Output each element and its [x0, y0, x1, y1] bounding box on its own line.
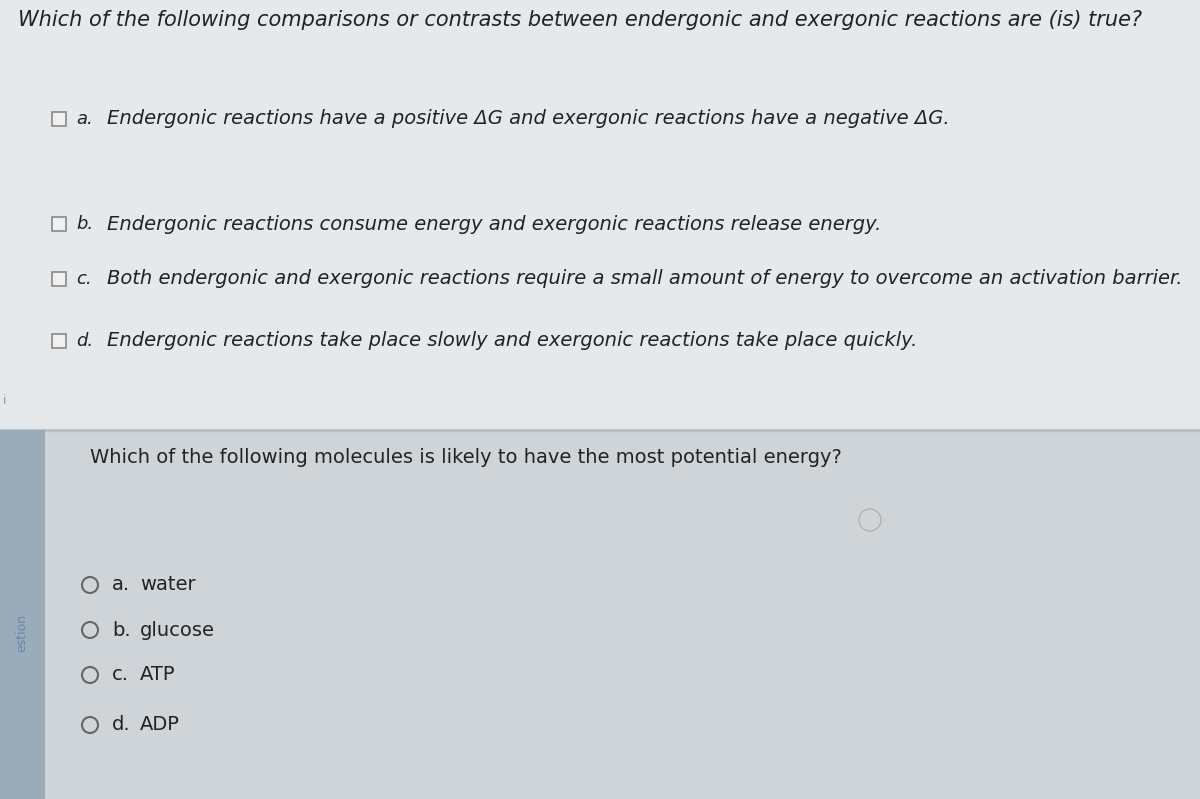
Bar — [52, 272, 66, 286]
Text: b.: b. — [112, 621, 131, 639]
Text: c.: c. — [76, 270, 91, 288]
Text: Endergonic reactions take place slowly and exergonic reactions take place quickl: Endergonic reactions take place slowly a… — [107, 332, 917, 351]
Text: estion: estion — [16, 614, 29, 652]
Bar — [0, 430, 46, 799]
Text: water: water — [140, 575, 196, 594]
Text: Both endergonic and exergonic reactions require a small amount of energy to over: Both endergonic and exergonic reactions … — [107, 269, 1182, 288]
Text: a.: a. — [112, 575, 130, 594]
Text: Which of the following comparisons or contrasts between endergonic and exergonic: Which of the following comparisons or co… — [18, 10, 1142, 30]
Text: b.: b. — [76, 215, 94, 233]
Bar — [52, 112, 66, 126]
Bar — [52, 334, 66, 348]
Text: Which of the following molecules is likely to have the most potential energy?: Which of the following molecules is like… — [90, 448, 842, 467]
FancyBboxPatch shape — [46, 435, 1200, 799]
Text: d.: d. — [76, 332, 94, 350]
Text: i: i — [4, 393, 7, 407]
Bar — [52, 217, 66, 231]
Text: glucose: glucose — [140, 621, 215, 639]
Text: c.: c. — [112, 666, 130, 685]
Text: Endergonic reactions have a positive ΔG and exergonic reactions have a negative : Endergonic reactions have a positive ΔG … — [107, 109, 949, 129]
Text: ATP: ATP — [140, 666, 175, 685]
Text: ADP: ADP — [140, 715, 180, 734]
Text: a.: a. — [76, 110, 92, 128]
Text: d.: d. — [112, 715, 131, 734]
FancyBboxPatch shape — [0, 430, 1200, 799]
FancyBboxPatch shape — [0, 0, 1200, 425]
Text: Endergonic reactions consume energy and exergonic reactions release energy.: Endergonic reactions consume energy and … — [107, 214, 881, 233]
FancyBboxPatch shape — [0, 0, 1200, 430]
